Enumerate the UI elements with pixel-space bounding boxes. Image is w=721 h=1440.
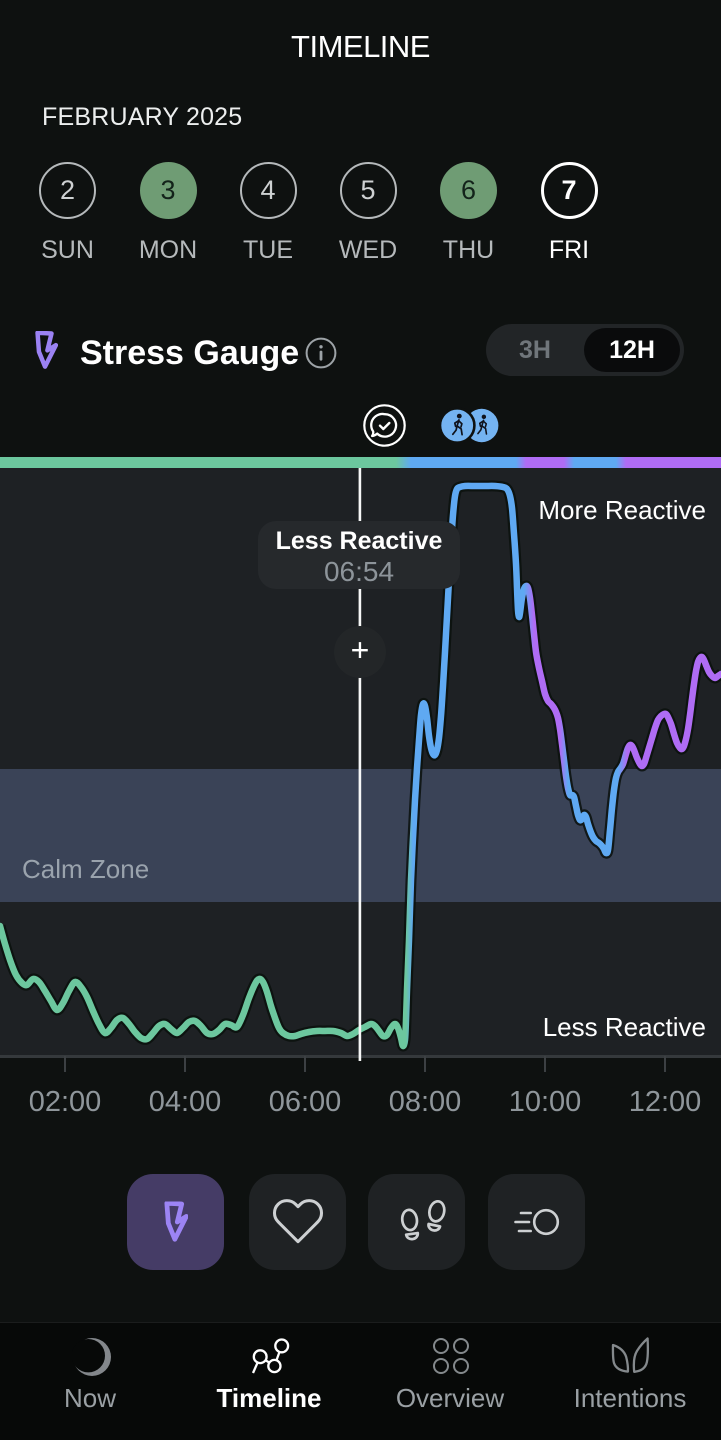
svg-text:Calm Zone: Calm Zone [22,854,149,884]
